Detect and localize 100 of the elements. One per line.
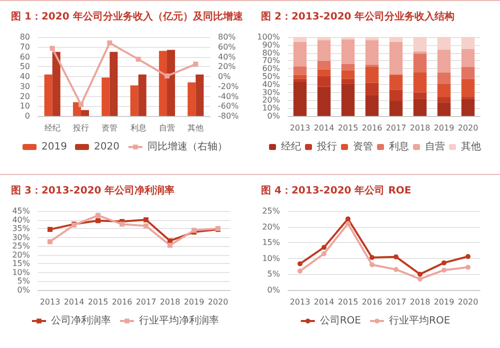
x-tick-label: 2020 xyxy=(458,298,478,306)
bar xyxy=(293,82,307,116)
y-tick-label: 80 xyxy=(20,32,30,42)
x-tick-label: 资管 xyxy=(102,124,118,132)
point xyxy=(370,254,374,260)
legend-label: 2020 xyxy=(94,142,120,152)
chart-title: 图 1：2020 年公司分业务收入（亿元）及同比增速 xyxy=(11,10,244,22)
x-tick-label: 2020 xyxy=(208,298,228,306)
legend-label: 公司ROE xyxy=(320,314,362,326)
legend-label: 自营 xyxy=(425,140,445,152)
y-tick-label: 100% xyxy=(257,32,280,42)
y-tick-label: 20% xyxy=(262,96,280,105)
x-tick-label: 2020 xyxy=(458,124,478,132)
point xyxy=(466,254,470,260)
bar xyxy=(317,69,331,76)
y-tick-label: 10 xyxy=(20,102,30,111)
legend-label: 资管 xyxy=(353,140,373,152)
y-tick-label: 10% xyxy=(12,268,30,277)
point xyxy=(120,222,124,227)
bar xyxy=(389,90,403,101)
y-tick-label: 40 xyxy=(20,72,30,81)
bar xyxy=(341,78,355,84)
x-tick-label: 2018 xyxy=(160,298,180,306)
chart-title: 图 2：2013-2020 年公司分业务收入结构 xyxy=(261,10,455,22)
x-tick-label: 2013 xyxy=(290,298,310,306)
y-tick-label: 5% xyxy=(17,276,30,286)
point xyxy=(96,212,100,218)
bar xyxy=(341,84,355,116)
y-tick-label: 70 xyxy=(20,42,30,52)
bar xyxy=(437,37,451,50)
point xyxy=(442,260,446,266)
x-tick-label: 2017 xyxy=(386,298,406,306)
bar xyxy=(341,70,355,79)
bar xyxy=(341,64,355,70)
x-tick-label: 2016 xyxy=(362,124,382,132)
bar xyxy=(81,110,90,116)
y-tick-label: 0% xyxy=(267,112,280,120)
point xyxy=(193,62,198,67)
bar xyxy=(317,40,331,61)
x-tick-label: 2018 xyxy=(410,124,430,132)
point xyxy=(48,226,52,232)
x-tick-label: 自营 xyxy=(159,124,175,132)
bar xyxy=(461,98,475,116)
x-tick-label: 2014 xyxy=(314,298,334,306)
point xyxy=(322,251,326,256)
point xyxy=(136,56,141,62)
y-tick-label: 70% xyxy=(262,56,280,66)
point xyxy=(50,46,55,51)
legend-label: 2019 xyxy=(42,142,68,152)
point xyxy=(370,262,374,268)
y-tick-label: 30% xyxy=(12,232,30,242)
y2-tick-label: 0% xyxy=(218,72,232,81)
bar xyxy=(293,42,307,66)
y-tick-label: 45% xyxy=(12,206,30,216)
point xyxy=(322,244,326,250)
bar xyxy=(461,78,475,98)
bar xyxy=(461,37,475,49)
y2-tick-label: 60% xyxy=(218,42,236,52)
bar xyxy=(437,84,451,98)
chart-title: 图 4：2013-2020 年公司 ROE xyxy=(261,184,412,196)
bar xyxy=(437,97,451,103)
x-tick-label: 2017 xyxy=(136,298,156,306)
y-tick-label: 5% xyxy=(267,270,280,279)
bar xyxy=(389,42,403,74)
y2-tick-label: -60% xyxy=(218,102,240,111)
x-tick-label: 利息 xyxy=(130,124,146,132)
bar xyxy=(461,48,475,68)
point xyxy=(466,264,470,270)
bar xyxy=(110,52,118,116)
bar xyxy=(365,40,379,65)
y-tick-label: 10% xyxy=(262,104,280,113)
point xyxy=(48,239,52,244)
bar xyxy=(341,39,355,64)
bar xyxy=(437,50,451,73)
y-tick-label: 90% xyxy=(262,40,280,50)
x-tick-label: 其他 xyxy=(188,124,204,132)
legend-label: 公司净利润率 xyxy=(51,314,111,326)
point xyxy=(144,217,148,222)
chart-title: 图 3：2013-2020 年公司净利润率 xyxy=(11,184,175,196)
point xyxy=(164,74,170,79)
y2-tick-label: 80% xyxy=(218,32,236,42)
bar xyxy=(389,37,403,42)
bar xyxy=(461,67,475,79)
y-tick-label: 30 xyxy=(20,82,30,91)
bar xyxy=(52,52,60,116)
y2-tick-label: 20% xyxy=(218,62,236,72)
point xyxy=(144,223,148,228)
x-tick-label: 2016 xyxy=(362,298,382,306)
bar xyxy=(365,64,379,68)
y-tick-label: 50 xyxy=(20,62,30,72)
y-tick-label: 20% xyxy=(12,250,30,260)
point xyxy=(394,254,398,260)
y-tick-label: 60 xyxy=(20,52,30,62)
point xyxy=(394,266,398,272)
bar xyxy=(158,50,167,116)
y-tick-label: 15% xyxy=(262,238,280,248)
bar xyxy=(44,74,52,116)
x-tick-label: 2019 xyxy=(434,124,454,132)
y-tick-label: 25% xyxy=(12,242,30,251)
bar xyxy=(317,37,331,40)
